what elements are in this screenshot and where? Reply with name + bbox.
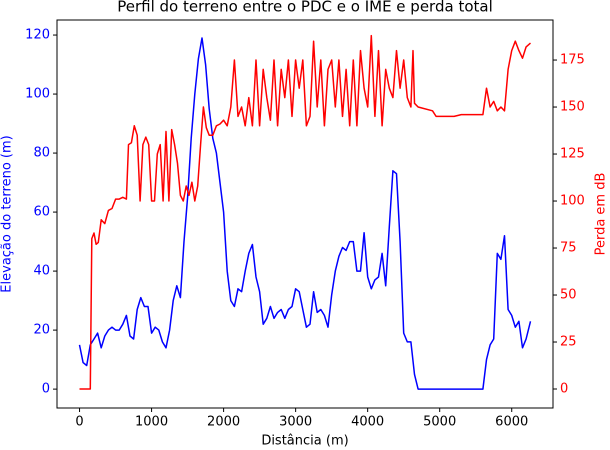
data-line bbox=[79, 34, 531, 390]
y-tick-label: 120 bbox=[25, 28, 50, 43]
y-tick-label: 80 bbox=[33, 146, 50, 161]
y-tick-label: 40 bbox=[33, 264, 50, 279]
y2-tick-label: 75 bbox=[560, 241, 577, 256]
y-tick-label: 20 bbox=[33, 323, 50, 338]
y-tick-label: 60 bbox=[33, 205, 50, 220]
y2-tick-label: 25 bbox=[560, 335, 577, 350]
chart-title: Perfil do terreno entre o PDC e o IME e … bbox=[117, 0, 493, 16]
x-tick-label: 4000 bbox=[351, 415, 384, 430]
x-tick-label: 6000 bbox=[495, 415, 528, 430]
x-tick-label: 1000 bbox=[135, 415, 168, 430]
x-tick-label: 5000 bbox=[423, 415, 456, 430]
y2-tick-label: 100 bbox=[560, 194, 585, 209]
y2-tick-label: 50 bbox=[560, 288, 577, 303]
x-axis-label: Distância (m) bbox=[261, 434, 348, 449]
y2-tick-label: 0 bbox=[560, 382, 568, 397]
x-tick-label: 3000 bbox=[279, 415, 312, 430]
y-tick-label: 100 bbox=[25, 87, 50, 102]
y-axis-label: Elevação do terreno (m) bbox=[0, 135, 15, 292]
x-tick-label: 0 bbox=[75, 415, 83, 430]
y2-tick-label: 150 bbox=[560, 100, 585, 115]
data-line bbox=[78, 37, 532, 390]
y-tick-label: 0 bbox=[42, 382, 50, 397]
x-tick-label: 2000 bbox=[207, 415, 240, 430]
y2-axis-label: Perda em dB bbox=[594, 173, 609, 256]
plot-frame bbox=[56, 19, 554, 409]
y2-tick-label: 125 bbox=[560, 147, 585, 162]
y2-tick-label: 175 bbox=[560, 53, 585, 68]
